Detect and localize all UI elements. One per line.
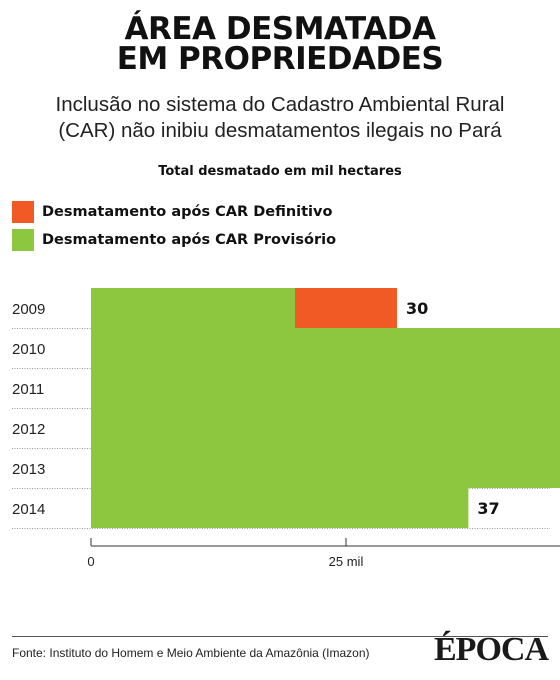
year-label: 2013 <box>12 461 45 478</box>
title-line-1: ÁREA DESMATADA <box>124 11 436 47</box>
value-label: 30 <box>406 299 428 318</box>
year-label: 2011 <box>12 381 44 398</box>
bar-segment-provisorio <box>91 288 295 328</box>
subtitle-line-1: Inclusão no sistema do Cadastro Ambienta… <box>55 93 505 116</box>
value-label: 37 <box>477 499 499 518</box>
bar-chart: 200930201074201175201270201360201437025 … <box>12 288 560 569</box>
bar-segment-provisorio <box>91 408 560 448</box>
subtitle-line-2: (CAR) não inibiu desmatamentos ilegais n… <box>58 119 502 142</box>
unit-label: Total desmatado em mil hectares <box>158 164 402 179</box>
year-label: 2009 <box>12 301 45 318</box>
bar-segment-definitivo <box>295 288 397 328</box>
legend-swatch-definitivo <box>12 201 34 223</box>
legend-label-provisorio: Desmatamento após CAR Provisório <box>42 232 337 248</box>
legend-item-definitivo: Desmatamento após CAR Definitivo <box>12 198 336 226</box>
bar-segment-provisorio <box>91 328 560 368</box>
legend-item-provisorio: Desmatamento após CAR Provisório <box>12 226 336 254</box>
legend: Desmatamento após CAR Definitivo Desmata… <box>12 198 336 254</box>
source-note: Fonte: Instituto do Homem e Meio Ambient… <box>12 646 370 660</box>
x-tick-label: 0 <box>87 554 94 569</box>
bar-segment-provisorio <box>91 488 469 528</box>
bar-segment-provisorio <box>91 368 560 408</box>
chart-title: ÁREA DESMATADA EM PROPRIEDADES <box>0 11 560 77</box>
year-label: 2012 <box>12 421 45 438</box>
x-tick-label: 25 mil <box>329 554 364 569</box>
legend-label-definitivo: Desmatamento após CAR Definitivo <box>42 204 333 220</box>
title-line-2: EM PROPRIEDADES <box>116 41 444 77</box>
chart-subtitle: Inclusão no sistema do Cadastro Ambienta… <box>0 92 560 144</box>
bar-segment-provisorio <box>91 448 560 488</box>
legend-swatch-provisorio <box>12 229 34 251</box>
year-label: 2014 <box>12 501 45 518</box>
epoca-logo: ÉPOCA <box>434 631 549 668</box>
footer-divider <box>12 636 548 637</box>
year-label: 2010 <box>12 341 45 358</box>
